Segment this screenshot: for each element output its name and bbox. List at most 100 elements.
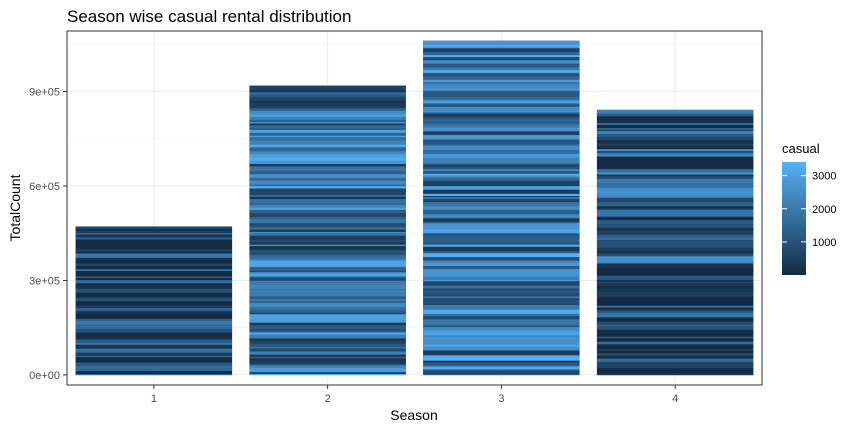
- bar-stripe: [76, 273, 232, 276]
- bar-stripe: [249, 277, 405, 279]
- bar-stripe: [597, 110, 753, 114]
- bar-stripe: [597, 338, 753, 340]
- bar-stripe: [423, 139, 579, 144]
- bar-stripe: [423, 114, 579, 118]
- bar-stripe: [597, 231, 753, 235]
- bar-season-3: [423, 41, 579, 375]
- bar-stripe: [76, 231, 232, 234]
- bar-stripe: [423, 288, 579, 291]
- bar-stripe: [597, 157, 753, 159]
- bar-stripe: [423, 100, 579, 103]
- bar-stripe: [423, 52, 579, 56]
- bar-stripe: [423, 177, 579, 181]
- bar-stripe: [597, 334, 753, 337]
- bar-stripe: [76, 264, 232, 267]
- bar-stripe: [249, 281, 405, 286]
- bar-stripe: [76, 294, 232, 297]
- bar-stripe: [597, 224, 753, 228]
- bar-stripe: [423, 210, 579, 215]
- bar-stripe: [597, 299, 753, 302]
- bar-stripe: [249, 227, 405, 230]
- bar-stripe: [597, 210, 753, 214]
- bar-stripe: [249, 145, 405, 148]
- bar-stripe: [249, 310, 405, 313]
- bar-stripe: [423, 218, 579, 222]
- bar-stripe: [423, 158, 579, 161]
- bar-stripe: [423, 164, 579, 167]
- bar-stripe: [423, 206, 579, 210]
- bar-stripe: [423, 186, 579, 190]
- bar-stripe: [76, 226, 232, 229]
- bar-stripe: [249, 325, 405, 329]
- bar-stripe: [76, 246, 232, 250]
- x-tick-label: 4: [672, 393, 678, 405]
- bar-stripe: [76, 346, 232, 349]
- bar-stripe: [249, 279, 405, 281]
- bar-stripe: [423, 261, 579, 264]
- bar-stripe: [423, 135, 579, 140]
- bar-stripe: [597, 353, 753, 356]
- bar-stripe: [249, 133, 405, 136]
- bar-stripe: [597, 149, 753, 151]
- bar-stripe: [423, 194, 579, 196]
- bar-stripe: [423, 281, 579, 286]
- x-tick-label: 2: [325, 393, 331, 405]
- bar-stripe: [249, 161, 405, 165]
- bar-stripe: [76, 350, 232, 353]
- bar-stripe: [76, 283, 232, 286]
- bar-stripe: [597, 273, 753, 276]
- bar-stripe: [249, 213, 405, 217]
- bar-stripe: [597, 125, 753, 129]
- legend-title: casual: [782, 141, 820, 156]
- bar-stripe: [423, 144, 579, 146]
- bar-stripe: [76, 369, 232, 371]
- bar-stripe: [423, 277, 579, 281]
- bar-stripe: [597, 310, 753, 313]
- bar-stripe: [423, 107, 579, 111]
- bar-stripe: [249, 368, 405, 373]
- bar-stripe: [423, 176, 579, 178]
- bar-stripe: [597, 144, 753, 147]
- bar-stripe: [76, 286, 232, 289]
- bar-stripe: [76, 311, 232, 314]
- bar-stripe: [423, 332, 579, 336]
- bar-stripe: [423, 121, 579, 125]
- bar-stripe: [423, 337, 579, 340]
- bar-stripe: [249, 112, 405, 115]
- bar-stripe: [597, 131, 753, 134]
- bar-stripe: [597, 315, 753, 318]
- bar-stripe: [423, 57, 579, 60]
- bar-stripe: [249, 103, 405, 106]
- bar-stripe: [423, 80, 579, 82]
- bar-stripe: [423, 199, 579, 202]
- bar-stripe: [423, 245, 579, 247]
- bar-stripe: [249, 250, 405, 253]
- bar-stripe: [597, 169, 753, 172]
- bar-stripe: [249, 236, 405, 240]
- bar-stripe: [76, 339, 232, 343]
- bar-stripe: [597, 235, 753, 239]
- bar-stripe: [423, 306, 579, 308]
- legend-gradient: [782, 162, 806, 275]
- bar-stripe: [423, 324, 579, 326]
- bar-stripe: [249, 158, 405, 161]
- bar-stripe: [249, 117, 405, 121]
- bar-stripe: [76, 301, 232, 306]
- bar-stripe: [249, 335, 405, 339]
- y-tick-label: 0e+00: [29, 370, 60, 382]
- bar-stripe: [597, 256, 753, 259]
- bar-stripe: [76, 336, 232, 338]
- bar-stripe: [76, 266, 232, 270]
- bar-stripe: [249, 365, 405, 368]
- bar-stripe: [76, 278, 232, 281]
- bar-stripe: [423, 242, 579, 245]
- y-tick-label: 6e+05: [29, 181, 60, 193]
- bar-stripe: [249, 208, 405, 210]
- bar-stripe: [423, 60, 579, 64]
- bar-stripe: [597, 370, 753, 374]
- bar-stripe: [423, 197, 579, 199]
- bar-stripe: [423, 291, 579, 294]
- bar-stripe: [249, 261, 405, 265]
- bar-stripe: [597, 373, 753, 375]
- bar-stripe: [597, 363, 753, 367]
